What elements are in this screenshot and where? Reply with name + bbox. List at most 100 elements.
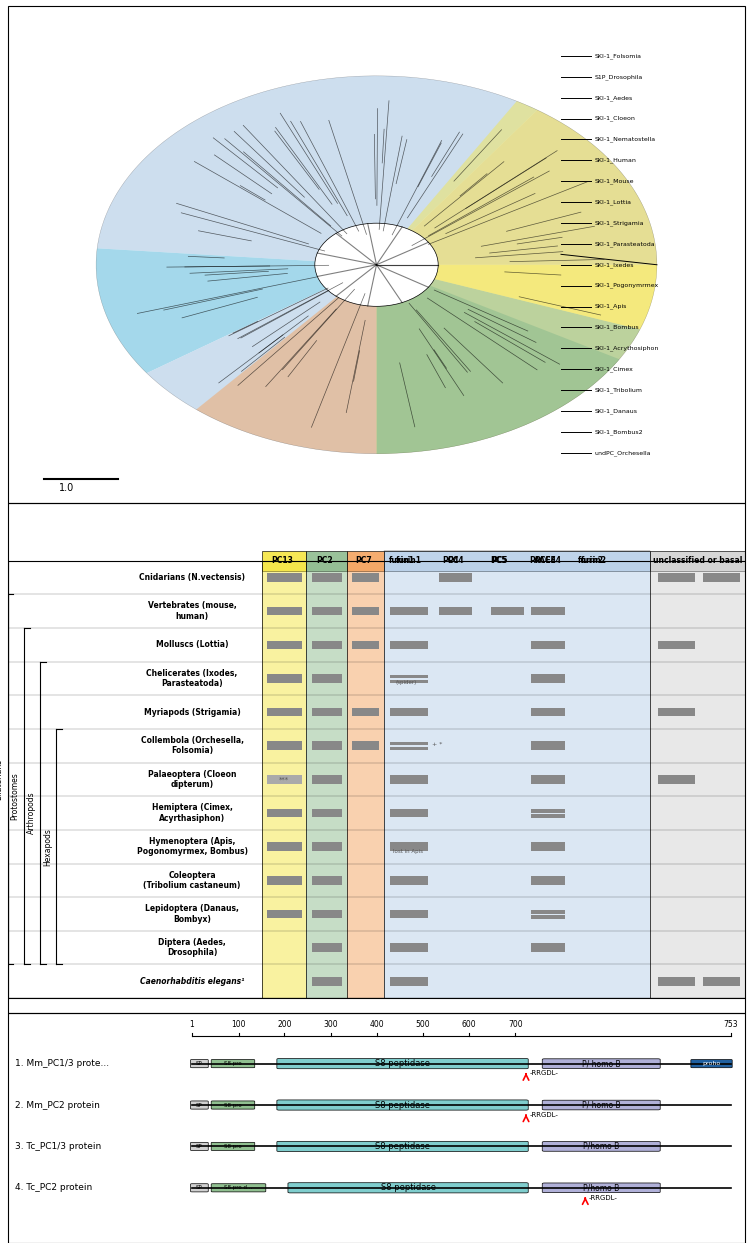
Text: PC13: PC13 xyxy=(271,556,293,566)
Text: -RRGDL-: -RRGDL- xyxy=(589,1195,617,1201)
Bar xyxy=(312,573,342,582)
Bar xyxy=(312,776,342,783)
Bar xyxy=(390,707,428,716)
Bar xyxy=(352,707,380,716)
Bar xyxy=(312,977,342,986)
Text: Lepidoptera (Danaus,
Bombyx): Lepidoptera (Danaus, Bombyx) xyxy=(145,905,239,924)
Bar xyxy=(262,864,306,897)
Bar xyxy=(306,797,347,830)
Text: 700: 700 xyxy=(508,1021,523,1029)
Bar xyxy=(532,915,565,919)
Bar xyxy=(267,573,302,582)
FancyBboxPatch shape xyxy=(691,1059,732,1068)
Bar xyxy=(390,680,428,682)
Text: PC5: PC5 xyxy=(490,556,507,566)
Bar xyxy=(262,830,306,864)
Bar xyxy=(352,573,380,582)
Bar xyxy=(439,573,472,582)
Bar xyxy=(658,977,695,986)
Bar xyxy=(312,943,342,952)
Bar xyxy=(312,876,342,885)
Text: 1: 1 xyxy=(190,1021,194,1029)
Bar xyxy=(532,776,565,783)
Bar xyxy=(384,864,650,897)
Bar xyxy=(347,965,384,998)
FancyBboxPatch shape xyxy=(211,1142,255,1151)
Bar xyxy=(650,551,749,571)
Text: SP: SP xyxy=(196,1144,203,1149)
Bar xyxy=(390,776,428,783)
Bar xyxy=(439,607,472,615)
Text: P/homo B: P/homo B xyxy=(583,1142,620,1151)
Text: SKI-1_Tribolium: SKI-1_Tribolium xyxy=(594,388,642,393)
Bar xyxy=(650,931,749,965)
Text: S8 peptidase: S8 peptidase xyxy=(375,1059,430,1068)
FancyBboxPatch shape xyxy=(277,1100,528,1110)
Text: (spider): (spider) xyxy=(395,680,416,685)
Text: S1P_Drosophila: S1P_Drosophila xyxy=(594,75,642,80)
Bar xyxy=(347,797,384,830)
Text: Myriapods (Strigamia): Myriapods (Strigamia) xyxy=(144,707,240,716)
Wedge shape xyxy=(401,109,657,265)
Bar xyxy=(390,943,428,952)
Text: PACE4: PACE4 xyxy=(534,556,561,566)
Bar xyxy=(658,776,695,783)
Bar xyxy=(312,843,342,851)
Bar xyxy=(384,661,650,695)
Bar xyxy=(306,551,347,571)
Text: SKI-1_Cimex: SKI-1_Cimex xyxy=(594,367,633,372)
Bar xyxy=(658,573,695,582)
Text: + *: + * xyxy=(432,742,442,747)
Bar xyxy=(532,843,565,851)
Text: P/homo B: P/homo B xyxy=(583,1183,620,1192)
Bar xyxy=(312,607,342,615)
Wedge shape xyxy=(376,275,640,454)
Text: 2. Mm_PC2 protein: 2. Mm_PC2 protein xyxy=(15,1100,100,1110)
FancyBboxPatch shape xyxy=(211,1101,255,1109)
Wedge shape xyxy=(376,278,620,454)
FancyBboxPatch shape xyxy=(542,1059,660,1069)
Bar xyxy=(384,931,650,965)
FancyBboxPatch shape xyxy=(277,1141,528,1151)
Bar xyxy=(262,561,306,594)
Bar xyxy=(650,728,749,762)
Bar xyxy=(390,876,428,885)
Bar xyxy=(390,742,428,746)
Bar xyxy=(267,809,302,817)
FancyBboxPatch shape xyxy=(211,1059,255,1068)
Bar xyxy=(658,707,695,716)
Bar xyxy=(347,661,384,695)
Bar xyxy=(532,943,565,952)
Bar xyxy=(262,797,306,830)
Bar xyxy=(262,965,306,998)
Bar xyxy=(650,897,749,931)
Text: undPC_Orchesella: undPC_Orchesella xyxy=(594,450,651,455)
Text: Vertebrates (mouse,
human): Vertebrates (mouse, human) xyxy=(148,602,236,620)
Text: SKI-1_Human: SKI-1_Human xyxy=(594,158,636,163)
Text: SKI-1_Parasteatoda: SKI-1_Parasteatoda xyxy=(594,241,655,246)
Bar xyxy=(347,628,384,661)
Text: PC4: PC4 xyxy=(447,556,464,566)
Text: 1.0: 1.0 xyxy=(59,484,75,493)
Bar xyxy=(312,910,342,919)
Bar xyxy=(312,809,342,817)
Wedge shape xyxy=(376,265,657,454)
Text: S8 pro: S8 pro xyxy=(224,1144,242,1149)
Text: S8 pro: S8 pro xyxy=(224,1103,242,1108)
Bar xyxy=(306,931,347,965)
Text: SKI-1_Lottia: SKI-1_Lottia xyxy=(594,199,631,205)
Text: unclassified or basal: unclassified or basal xyxy=(653,556,742,566)
Bar xyxy=(306,561,347,594)
FancyBboxPatch shape xyxy=(191,1183,209,1192)
Bar xyxy=(390,977,428,986)
Text: SP: SP xyxy=(196,1062,203,1066)
Bar xyxy=(532,910,565,914)
Text: 200: 200 xyxy=(277,1021,291,1029)
Text: Molluscs (Lottia): Molluscs (Lottia) xyxy=(156,640,228,649)
Bar xyxy=(390,843,428,851)
Text: proho: proho xyxy=(703,1062,721,1066)
Bar xyxy=(262,628,306,661)
Text: 3. Tc_PC1/3 protein: 3. Tc_PC1/3 protein xyxy=(15,1142,101,1151)
Text: furin2: furin2 xyxy=(578,556,603,566)
Text: 100: 100 xyxy=(231,1021,245,1029)
